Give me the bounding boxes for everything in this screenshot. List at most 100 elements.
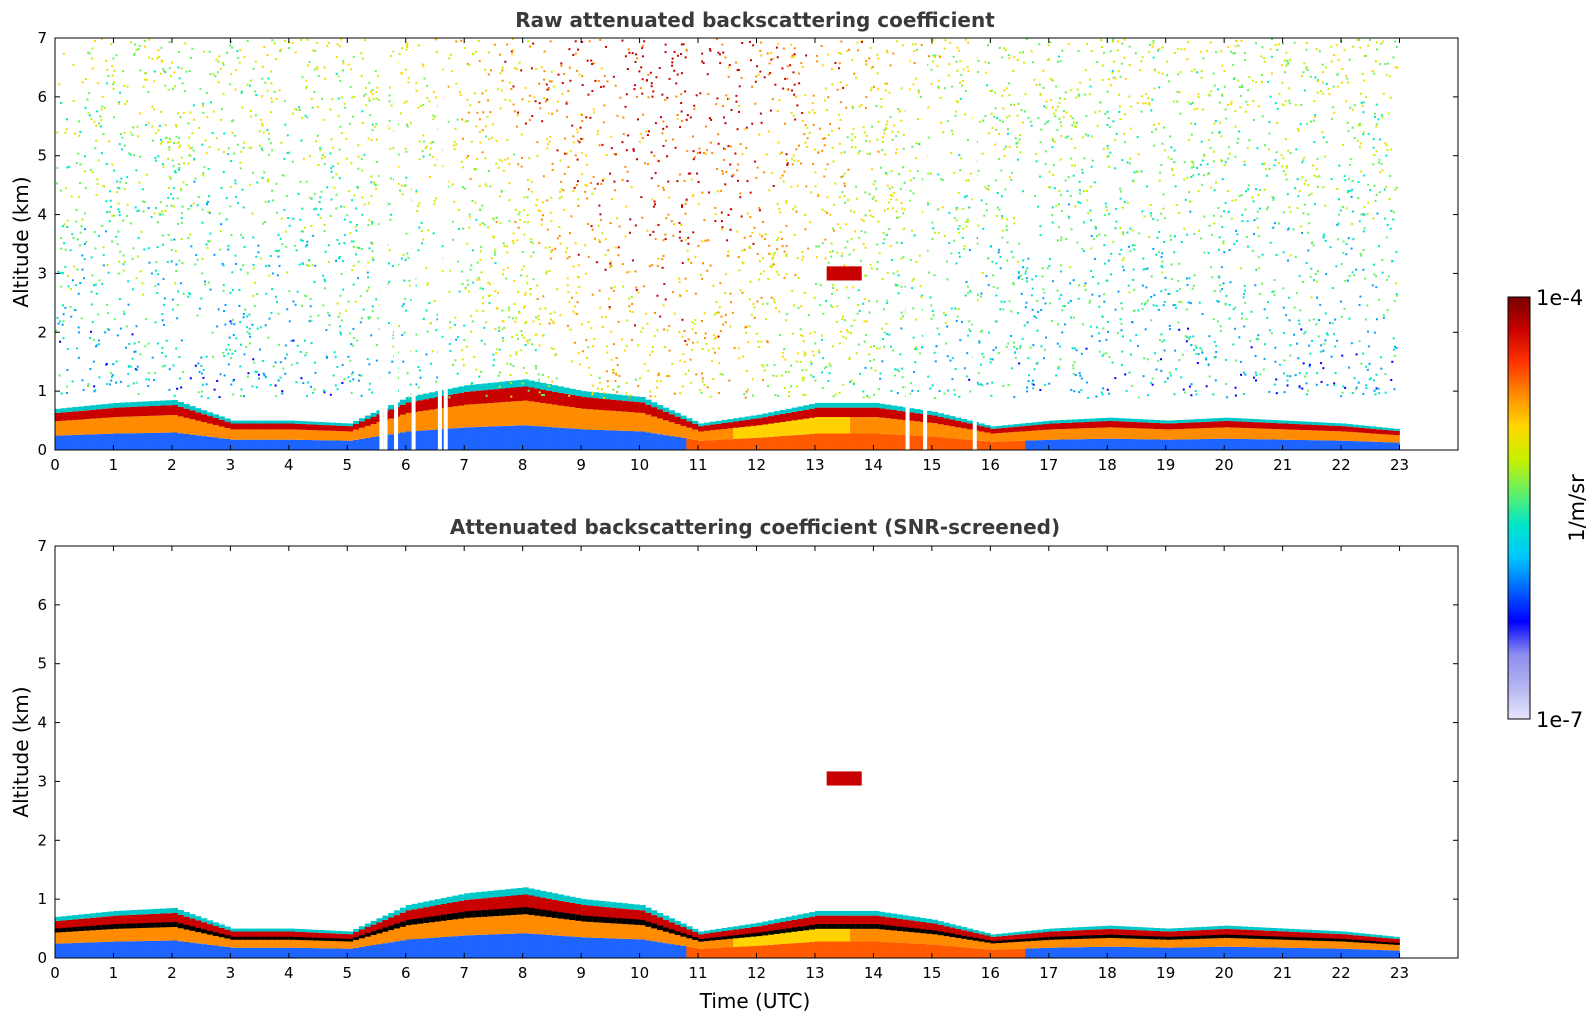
heatmap-cell [267, 153, 270, 156]
heatmap-cell [1347, 237, 1350, 240]
heatmap-cell [1360, 254, 1363, 257]
heatmap-cell [1171, 429, 1178, 440]
heatmap-cell [884, 153, 887, 156]
heatmap-cell [283, 208, 286, 211]
heatmap-cell [206, 412, 214, 417]
heatmap-cell [1358, 124, 1361, 127]
heatmap-cell [128, 152, 131, 155]
heatmap-cell [341, 260, 344, 263]
heatmap-cell [532, 242, 535, 245]
heatmap-cell [406, 125, 409, 128]
heatmap-cell [772, 256, 775, 259]
heatmap-cell [729, 145, 732, 148]
heatmap-cell [730, 301, 733, 304]
heatmap-cell [1321, 131, 1324, 134]
heatmap-cell [544, 272, 547, 275]
heatmap-cell [655, 76, 658, 79]
heatmap-cell [958, 224, 961, 227]
heatmap-cell [624, 55, 627, 58]
heatmap-cell [671, 57, 674, 60]
heatmap-cell [651, 198, 654, 201]
heatmap-cell [719, 189, 722, 192]
heatmap-cell [1085, 190, 1088, 193]
heatmap-cell [501, 337, 504, 340]
heatmap-cell [1223, 163, 1226, 166]
heatmap-cell [986, 44, 989, 47]
heatmap-cell [626, 179, 629, 182]
heatmap-cell [1281, 81, 1284, 84]
heatmap-cell [1048, 420, 1055, 424]
heatmap-cell [586, 409, 594, 430]
heatmap-cell [189, 377, 192, 380]
heatmap-cell [1115, 207, 1118, 210]
heatmap-cell [1113, 417, 1120, 422]
heatmap-cell [920, 294, 923, 297]
heatmap-cell [967, 285, 970, 288]
heatmap-cell [525, 320, 528, 323]
heatmap-cell [453, 140, 456, 143]
heatmap-cell [460, 160, 463, 163]
heatmap-cell [1185, 277, 1188, 280]
heatmap-cell [876, 260, 879, 263]
heatmap-cell [1078, 422, 1085, 429]
heatmap-cell [400, 184, 403, 187]
heatmap-cell [698, 147, 701, 150]
heatmap-cell [1172, 174, 1175, 177]
heatmap-cell [257, 251, 260, 254]
heatmap-cell [957, 308, 960, 311]
heatmap-cell [990, 112, 993, 115]
heatmap-cell [367, 316, 370, 319]
heatmap-cell [866, 395, 869, 398]
heatmap-cell [811, 102, 814, 105]
heatmap-cell [1311, 422, 1318, 425]
heatmap-cell [1287, 227, 1290, 230]
heatmap-cell [953, 393, 956, 396]
heatmap-cell [1104, 202, 1107, 205]
heatmap-cell [492, 235, 495, 238]
heatmap-cell [1282, 439, 1289, 450]
heatmap-cell [71, 380, 74, 383]
heatmap-cell [645, 414, 652, 433]
heatmap-cell [691, 328, 694, 331]
heatmap-cell [1050, 320, 1053, 323]
heatmap-cell [137, 341, 140, 344]
heatmap-cell [368, 247, 371, 250]
heatmap-cell [962, 227, 965, 230]
heatmap-cell [617, 320, 620, 323]
heatmap-cell [60, 237, 63, 240]
heatmap-cell [267, 132, 270, 135]
heatmap-cell [806, 146, 809, 149]
heatmap-cell [481, 426, 488, 450]
heatmap-cell [217, 81, 220, 84]
heatmap-cell [1210, 266, 1213, 269]
heatmap-cell [162, 323, 165, 326]
heatmap-cell [685, 343, 688, 346]
heatmap-cell [1014, 357, 1017, 360]
heatmap-cell [927, 136, 930, 139]
heatmap-cell [358, 421, 366, 428]
heatmap-cell [1144, 102, 1147, 105]
heatmap-cell [777, 141, 780, 144]
heatmap-cell [1100, 39, 1103, 42]
heatmap-cell [1319, 303, 1322, 306]
heatmap-cell [478, 185, 481, 188]
heatmap-cell [1188, 277, 1191, 280]
heatmap-cell [119, 91, 122, 94]
heatmap-cell [584, 272, 587, 275]
heatmap-cell [468, 213, 471, 216]
heatmap-cell [1035, 83, 1038, 86]
heatmap-cell [520, 274, 523, 277]
heatmap-cell [1022, 266, 1025, 269]
heatmap-cell [721, 172, 724, 175]
heatmap-cell [618, 374, 621, 377]
heatmap-cell [1168, 324, 1171, 327]
heatmap-cell [803, 377, 806, 380]
heatmap-cell [628, 51, 631, 54]
heatmap-cell [1078, 192, 1081, 195]
heatmap-cell [492, 217, 495, 220]
heatmap-cell [497, 374, 500, 377]
heatmap-cell [1089, 427, 1096, 439]
heatmap-cell [220, 186, 223, 189]
heatmap-cell [1187, 191, 1190, 194]
